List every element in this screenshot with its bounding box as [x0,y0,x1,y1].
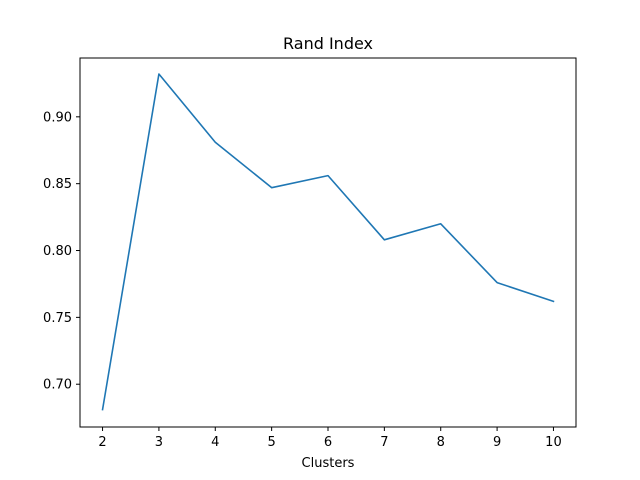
y-tick-label: 0.90 [43,110,72,125]
x-tick-label: 4 [211,435,219,450]
y-tick-label: 0.75 [43,311,72,326]
chart-title: Rand Index [283,34,373,53]
y-tick-label: 0.70 [43,378,72,393]
x-tick-label: 2 [98,435,106,450]
x-tick-label: 9 [493,435,501,450]
x-tick-label: 7 [380,435,388,450]
plot-area [101,73,555,411]
y-tick-label: 0.80 [43,244,72,259]
series-line-0 [101,73,555,411]
x-axis-label: Clusters [302,456,355,471]
x-tick-label: 5 [267,435,275,450]
x-tick-label: 3 [155,435,163,450]
y-tick-label: 0.85 [43,177,72,192]
x-tick-label: 10 [545,435,562,450]
x-tick-label: 6 [324,435,332,450]
plot-frame [79,57,577,428]
x-tick-label: 8 [437,435,445,450]
